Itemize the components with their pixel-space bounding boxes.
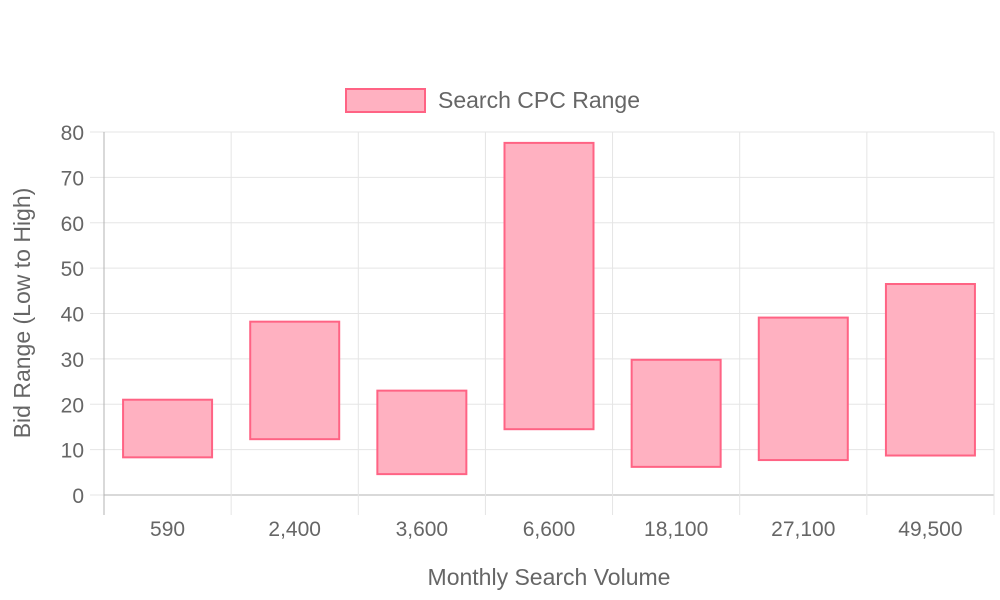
legend-swatch — [345, 88, 426, 113]
x-tick-label: 18,100 — [644, 518, 708, 541]
y-tick-label: 80 — [61, 122, 84, 145]
y-tick-label: 30 — [61, 349, 84, 372]
y-axis: 0 10 20 30 40 50 60 70 80 — [61, 122, 84, 508]
y-tick-label: 20 — [61, 394, 84, 417]
x-axis-title: Monthly Search Volume — [428, 564, 671, 590]
legend-label: Search CPC Range — [438, 87, 640, 113]
x-tick-label: 590 — [150, 518, 185, 541]
x-axis: 590 2,400 3,600 6,600 18,100 27,100 49,500 — [150, 518, 962, 541]
y-tick-label: 10 — [61, 440, 84, 463]
bar-range — [122, 398, 214, 459]
y-tick-label: 60 — [61, 213, 84, 236]
y-tick-label: 70 — [61, 167, 84, 190]
y-tick-label: 40 — [61, 304, 84, 327]
bar-range — [376, 389, 468, 476]
y-tick-label: 50 — [61, 258, 84, 281]
x-tick-label: 27,100 — [771, 518, 835, 541]
y-tick-label: 0 — [72, 485, 84, 508]
x-tick-label: 3,600 — [396, 518, 449, 541]
bar-range — [503, 141, 595, 431]
x-tick-label: 49,500 — [898, 518, 962, 541]
bar-range — [757, 316, 849, 462]
x-tick-label: 2,400 — [268, 518, 321, 541]
x-tick-label: 6,600 — [523, 518, 576, 541]
bar-range — [884, 283, 976, 457]
y-axis-title: Bid Range (Low to High) — [9, 188, 35, 439]
bar-range — [630, 358, 722, 468]
legend[interactable]: Search CPC Range — [345, 87, 640, 113]
bar-range — [249, 320, 341, 441]
bars — [122, 141, 976, 476]
